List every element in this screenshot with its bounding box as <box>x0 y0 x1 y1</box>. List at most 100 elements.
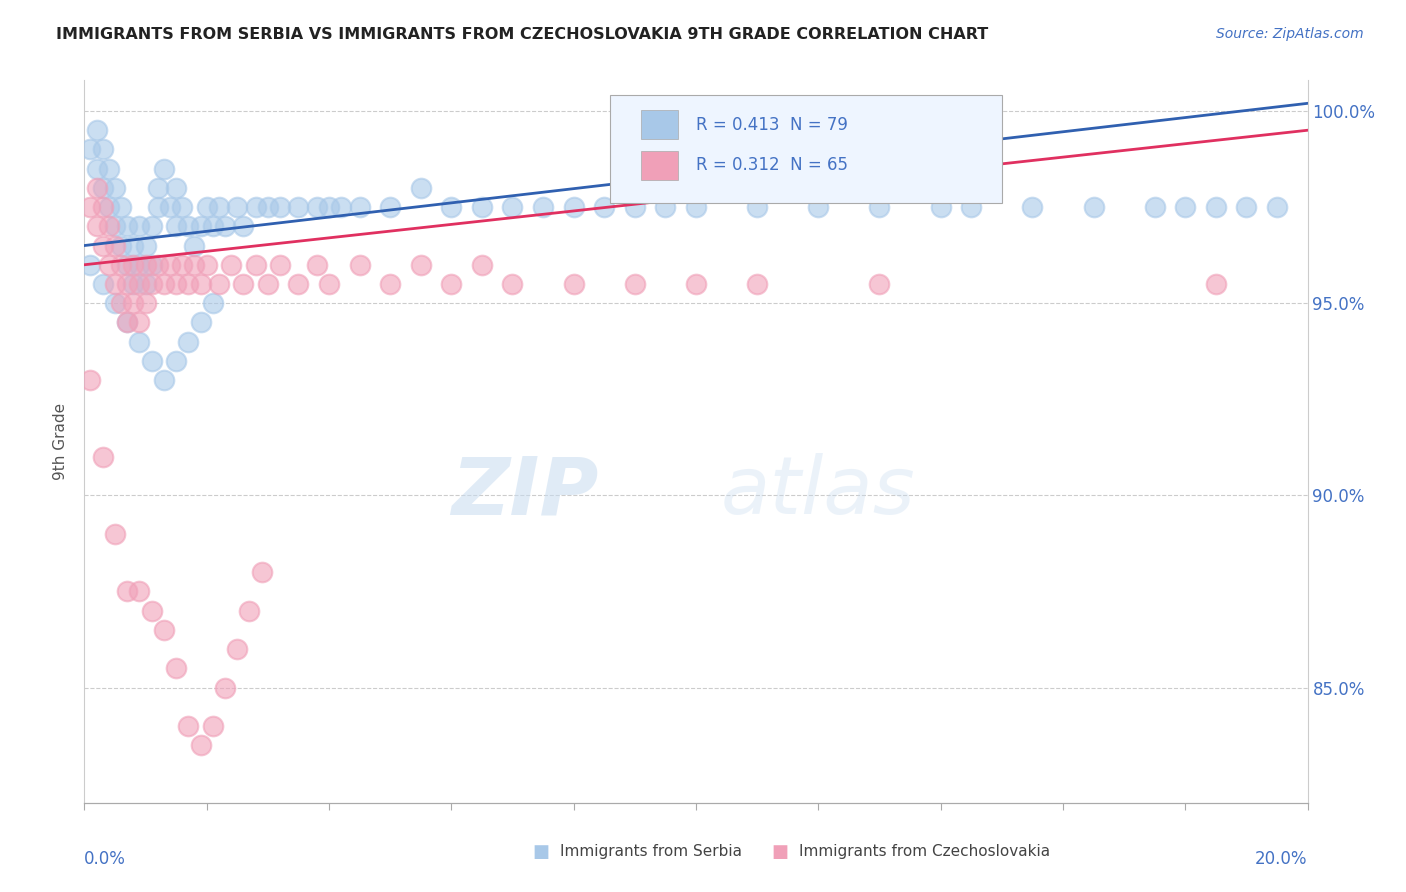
Point <box>201 719 224 733</box>
Point <box>91 450 114 464</box>
Point <box>409 258 432 272</box>
Point <box>110 296 132 310</box>
Point <box>146 258 169 272</box>
Point <box>226 200 249 214</box>
Point <box>135 277 157 291</box>
Text: R = 0.413  N = 79: R = 0.413 N = 79 <box>696 116 848 134</box>
Point <box>287 277 309 291</box>
Point <box>104 238 127 252</box>
Point <box>159 200 181 214</box>
Point <box>122 277 145 291</box>
Point <box>141 604 163 618</box>
Point <box>380 200 402 214</box>
Point <box>1265 200 1288 214</box>
Point <box>471 200 494 214</box>
Point <box>110 258 132 272</box>
Point <box>135 238 157 252</box>
Point <box>165 219 187 234</box>
Point <box>122 296 145 310</box>
Point <box>380 277 402 291</box>
Point <box>214 681 236 695</box>
Point <box>97 258 120 272</box>
Point <box>190 277 212 291</box>
Point <box>305 258 328 272</box>
Point <box>685 200 707 214</box>
Point <box>1083 200 1105 214</box>
Point <box>177 719 200 733</box>
Point <box>104 219 127 234</box>
Point <box>318 277 340 291</box>
Point <box>110 238 132 252</box>
Point <box>86 123 108 137</box>
Point <box>245 258 267 272</box>
Point <box>287 200 309 214</box>
Point <box>91 238 114 252</box>
Point <box>1143 200 1166 214</box>
Point <box>128 258 150 272</box>
Point <box>349 200 371 214</box>
Text: IMMIGRANTS FROM SERBIA VS IMMIGRANTS FROM CZECHOSLOVAKIA 9TH GRADE CORRELATION C: IMMIGRANTS FROM SERBIA VS IMMIGRANTS FRO… <box>56 27 988 42</box>
Point <box>115 258 138 272</box>
Point <box>104 181 127 195</box>
Point <box>79 143 101 157</box>
Point <box>177 334 200 349</box>
Point <box>208 277 231 291</box>
Point <box>177 277 200 291</box>
Point <box>165 354 187 368</box>
Point <box>232 219 254 234</box>
Point <box>318 200 340 214</box>
Point <box>122 238 145 252</box>
Point <box>86 219 108 234</box>
Point <box>79 200 101 214</box>
Point <box>471 258 494 272</box>
Point <box>153 161 176 176</box>
Text: ■: ■ <box>772 843 789 861</box>
Point <box>269 258 291 272</box>
Point <box>115 219 138 234</box>
Point <box>110 200 132 214</box>
Point <box>104 277 127 291</box>
Point <box>562 200 585 214</box>
Point <box>869 277 891 291</box>
Point <box>115 315 138 329</box>
Point <box>128 277 150 291</box>
Point <box>122 258 145 272</box>
Point <box>183 258 205 272</box>
Bar <box>641 151 678 179</box>
Point <box>440 277 463 291</box>
Point <box>562 277 585 291</box>
Text: ■: ■ <box>533 843 550 861</box>
Point <box>97 219 120 234</box>
Point <box>86 161 108 176</box>
Point <box>190 219 212 234</box>
Point <box>1236 200 1258 214</box>
Point <box>201 219 224 234</box>
Point <box>440 200 463 214</box>
Point <box>685 277 707 291</box>
Point <box>135 296 157 310</box>
Point <box>104 296 127 310</box>
Point <box>79 258 101 272</box>
Point <box>86 181 108 195</box>
Point <box>269 200 291 214</box>
Point <box>250 565 273 579</box>
Point <box>305 200 328 214</box>
Point <box>929 200 952 214</box>
Point <box>257 277 280 291</box>
Point <box>165 277 187 291</box>
Point <box>1205 200 1227 214</box>
Y-axis label: 9th Grade: 9th Grade <box>53 403 69 480</box>
Text: 0.0%: 0.0% <box>84 850 127 868</box>
Point <box>245 200 267 214</box>
Point <box>869 200 891 214</box>
Text: R = 0.312  N = 65: R = 0.312 N = 65 <box>696 156 848 174</box>
Point <box>747 277 769 291</box>
Point <box>159 258 181 272</box>
Point <box>153 623 176 637</box>
Point <box>1021 200 1043 214</box>
Point <box>502 277 524 291</box>
Point <box>747 200 769 214</box>
Point <box>208 200 231 214</box>
Point <box>141 258 163 272</box>
Point <box>531 200 554 214</box>
